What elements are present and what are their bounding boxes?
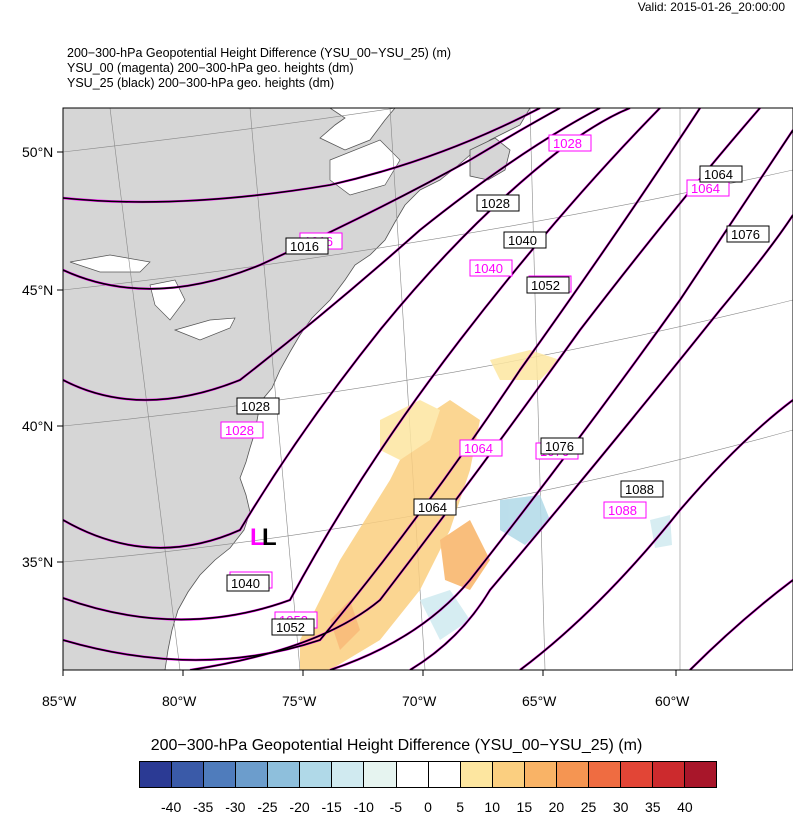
title-line-2: YSU_00 (magenta) 200−300-hPa geo. height… [67, 61, 354, 75]
map-frame [62, 107, 793, 671]
label-black: 1076 [545, 439, 574, 454]
label-magenta: 1088 [608, 503, 637, 518]
lon-label: 85°W [42, 693, 77, 709]
colorbar-swatch [556, 762, 589, 787]
colorbar-tick-label: -10 [353, 799, 374, 815]
colorbar-swatch [685, 762, 717, 787]
label-magenta: 1040 [474, 261, 503, 276]
title-line-3: YSU_25 (black) 200−300-hPa geo. heights … [67, 76, 335, 90]
label-black: 1076 [731, 227, 760, 242]
label-black: 1088 [625, 482, 654, 497]
colorbar-tick-label: 35 [644, 799, 661, 815]
colorbar-tick-label: -5 [389, 799, 403, 815]
label-magenta: 1064 [691, 181, 720, 196]
lon-label: 80°W [162, 693, 197, 709]
lat-label: 50°N [22, 144, 54, 160]
label-black: 1028 [481, 196, 510, 211]
colorbar-tick-label: 5 [456, 799, 465, 815]
colorbar-tick-label: -25 [257, 799, 278, 815]
colorbar-swatch [653, 762, 686, 787]
colorbar-swatch [332, 762, 365, 787]
label-black: 1040 [508, 233, 537, 248]
colorbar-swatch [428, 762, 461, 787]
label-black: 1064 [418, 500, 447, 515]
label-black: 1040 [231, 576, 260, 591]
lat-label: 45°N [22, 282, 54, 298]
colorbar-tick-label: 30 [612, 799, 629, 815]
label-magenta: 1064 [464, 441, 493, 456]
lake-huron [149, 279, 186, 321]
lon-label: 75°W [282, 693, 317, 709]
colorbar-tick-label: 40 [677, 799, 693, 815]
magenta-labels: 1016 1028 1028 1040 1040 1052 1052 1064 … [220, 134, 730, 629]
lon-label: 70°W [402, 693, 437, 709]
land-north-america [63, 108, 531, 670]
lake-erie-ontario [173, 317, 236, 341]
colorbar-tick-label: -15 [321, 799, 342, 815]
label-magenta: 1028 [225, 423, 254, 438]
colorbar-swatch [620, 762, 653, 787]
colorbar-tick-label: 15 [516, 799, 533, 815]
colorbar-tick-label: -40 [160, 799, 182, 815]
lat-label: 35°N [22, 554, 54, 570]
lon-label: 65°W [522, 693, 557, 709]
valid-time: Valid: 2015-01-26_20:00:00 [637, 0, 785, 14]
colorbar [139, 761, 717, 788]
colorbar-swatch [460, 762, 493, 787]
lat-label: 40°N [22, 418, 54, 434]
colorbar-tick-label: -35 [193, 799, 214, 815]
colorbar-swatch [268, 762, 301, 787]
colorbar-swatch [588, 762, 621, 787]
colorbar-tick-label: -20 [289, 799, 310, 815]
colorbar-tick-label: 0 [424, 799, 432, 815]
colorbar-swatch [236, 762, 269, 787]
lon-label: 60°W [655, 693, 690, 709]
low-marker-magenta: L [250, 524, 265, 551]
colorbar-swatch [524, 762, 557, 787]
axis-ticks [57, 151, 677, 676]
colorbar-swatch [396, 762, 429, 787]
colorbar-tick-label: 10 [484, 799, 501, 815]
black-labels: 1016 1028 1028 1040 1040 1052 1052 1064 … [226, 165, 770, 636]
colorbar-swatch [364, 762, 397, 787]
colorbar-tick-label: 25 [580, 799, 597, 815]
low-marker-black: L [262, 524, 277, 551]
colorbar-tick-label: -30 [225, 799, 246, 815]
label-black: 1052 [531, 278, 560, 293]
label-black: 1016 [290, 239, 319, 254]
colorbar-tick-label: 20 [548, 799, 565, 815]
label-black: 1028 [241, 399, 270, 414]
colorbar-swatch [492, 762, 525, 787]
title-line-1: 200−300-hPa Geopotential Height Differen… [67, 46, 452, 60]
colorbar-swatch [300, 762, 333, 787]
colorbar-swatch [140, 762, 173, 787]
colorbar-title: 200−300-hPa Geopotential Height Differen… [150, 737, 643, 754]
label-magenta: 1028 [553, 136, 582, 151]
colorbar-swatch [172, 762, 205, 787]
label-black: 1064 [704, 167, 733, 182]
label-black: 1052 [276, 620, 305, 635]
colorbar-swatch [204, 762, 237, 787]
